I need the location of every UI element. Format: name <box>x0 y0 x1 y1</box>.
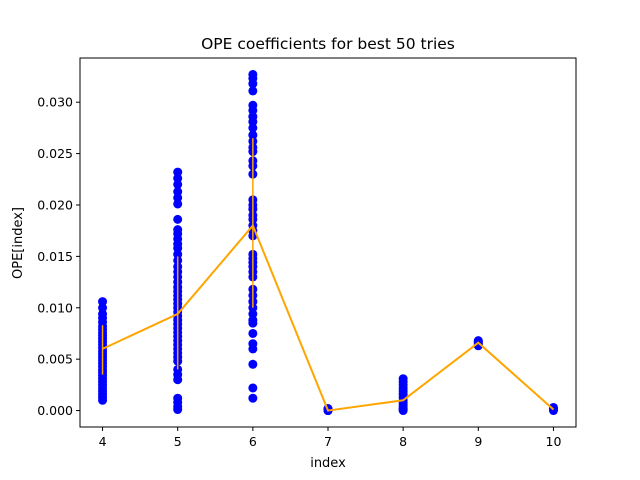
data-point <box>248 117 258 127</box>
data-point <box>248 393 258 403</box>
data-point <box>173 167 183 177</box>
x-tick-label: 9 <box>474 434 482 449</box>
y-tick-label: 0.030 <box>37 95 73 110</box>
data-point <box>248 79 258 89</box>
y-tick-label: 0.005 <box>37 352 73 367</box>
y-tick-label: 0.000 <box>37 403 73 418</box>
data-point <box>248 309 258 319</box>
data-point <box>248 86 258 96</box>
data-point <box>173 249 183 259</box>
axis-ticks: 4 5 6 7 8 9 10 0.000 0.005 0.010 0.015 0.020 0.025 0.… <box>37 95 561 449</box>
data-point <box>248 328 258 338</box>
y-axis-label: OPE[index] <box>11 207 26 279</box>
data-point <box>173 187 183 197</box>
data-point <box>98 303 108 313</box>
data-point <box>173 199 183 209</box>
data-point <box>248 123 258 133</box>
data-point <box>173 405 183 415</box>
data-point <box>98 297 108 307</box>
chart-title: OPE coefficients for best 50 tries <box>201 35 455 53</box>
data-point <box>173 193 183 203</box>
data-point <box>173 179 183 189</box>
y-tick-label: 0.010 <box>37 300 73 315</box>
x-tick-label: 10 <box>546 434 562 449</box>
data-point <box>248 383 258 393</box>
y-tick-label: 0.020 <box>37 197 73 212</box>
x-tick-label: 7 <box>324 434 332 449</box>
y-tick-label: 0.015 <box>37 249 73 264</box>
data-point <box>173 243 183 253</box>
data-point <box>248 105 258 115</box>
y-tick-label: 0.025 <box>37 146 73 161</box>
x-tick-label: 8 <box>399 434 407 449</box>
data-point <box>248 344 258 354</box>
data-point <box>248 359 258 369</box>
plot-frame <box>79 57 577 428</box>
data-point <box>173 214 183 224</box>
plot-area <box>98 69 558 416</box>
data-point <box>248 318 258 328</box>
mean-line <box>102 223 555 412</box>
data-point <box>173 375 183 385</box>
x-axis-label: index <box>310 456 346 471</box>
data-point <box>98 395 108 405</box>
x-tick-label: 6 <box>249 434 257 449</box>
data-point <box>398 406 408 416</box>
data-point <box>173 173 183 183</box>
x-tick-label: 5 <box>174 434 182 449</box>
data-point <box>248 130 258 140</box>
x-tick-label: 4 <box>99 434 107 449</box>
